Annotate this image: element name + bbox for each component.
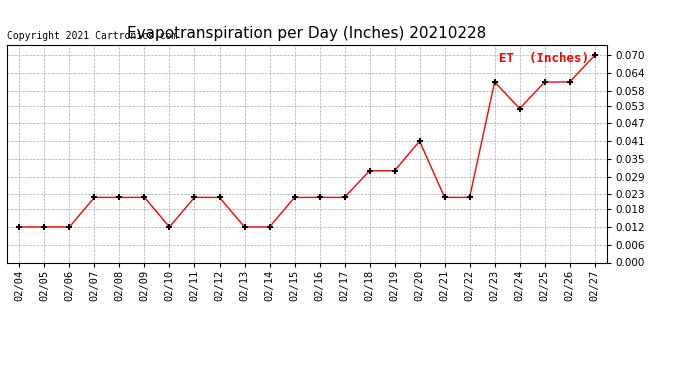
Title: Evapotranspiration per Day (Inches) 20210228: Evapotranspiration per Day (Inches) 2021… [128, 26, 486, 41]
Text: ET  (Inches): ET (Inches) [499, 51, 589, 64]
Text: Copyright 2021 Cartronics.com: Copyright 2021 Cartronics.com [7, 31, 177, 40]
